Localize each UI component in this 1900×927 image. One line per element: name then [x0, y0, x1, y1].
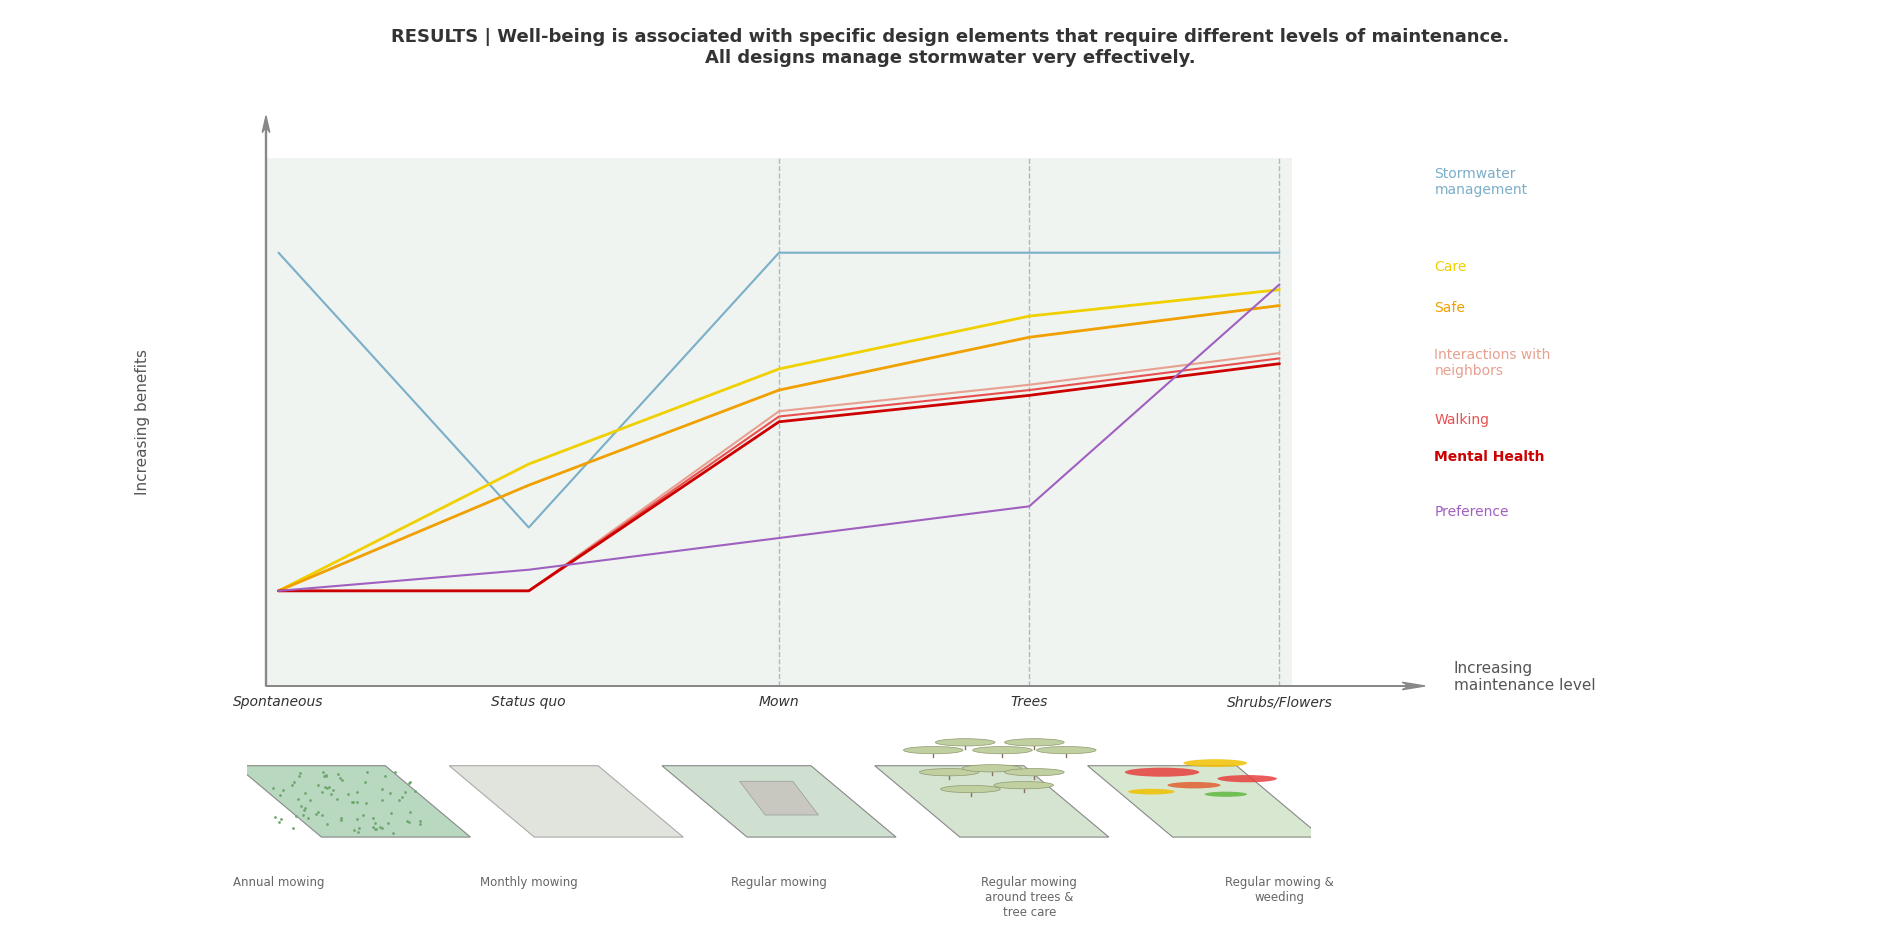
Polygon shape — [1087, 766, 1322, 837]
Circle shape — [935, 739, 996, 746]
Circle shape — [1129, 789, 1174, 794]
Circle shape — [994, 781, 1053, 789]
Text: Increasing benefits: Increasing benefits — [135, 349, 150, 495]
Polygon shape — [448, 766, 684, 837]
Text: Increasing
maintenance level: Increasing maintenance level — [1454, 661, 1596, 692]
Text: Regular mowing &
weeding: Regular mowing & weeding — [1226, 876, 1334, 904]
Circle shape — [1205, 792, 1246, 797]
Text: Shrubs/Flowers: Shrubs/Flowers — [1227, 695, 1332, 709]
Text: Monthly mowing: Monthly mowing — [481, 876, 578, 889]
Text: Interactions with
neighbors: Interactions with neighbors — [1434, 348, 1550, 378]
Circle shape — [1218, 775, 1277, 782]
Text: Annual mowing: Annual mowing — [234, 876, 325, 889]
Polygon shape — [661, 766, 897, 837]
Circle shape — [904, 746, 963, 754]
Circle shape — [1125, 768, 1199, 777]
Text: RESULTS | Well-being is associated with specific design elements that require di: RESULTS | Well-being is associated with … — [391, 28, 1509, 67]
Polygon shape — [236, 766, 471, 837]
Text: Regular mowing
around trees &
tree care: Regular mowing around trees & tree care — [980, 876, 1077, 919]
Polygon shape — [739, 781, 819, 815]
Text: Mental Health: Mental Health — [1434, 450, 1545, 464]
Circle shape — [1167, 782, 1220, 788]
Circle shape — [973, 746, 1032, 754]
Text: Care: Care — [1434, 260, 1467, 273]
Text: Status quo: Status quo — [492, 695, 566, 709]
Circle shape — [1184, 759, 1246, 767]
Text: Preference: Preference — [1434, 505, 1509, 519]
Text: Trees: Trees — [1011, 695, 1049, 709]
Circle shape — [961, 765, 1022, 772]
Polygon shape — [874, 766, 1110, 837]
Circle shape — [1005, 768, 1064, 776]
Circle shape — [1005, 739, 1064, 746]
Circle shape — [920, 768, 979, 776]
Text: Walking: Walking — [1434, 413, 1490, 426]
Text: Stormwater
management: Stormwater management — [1434, 167, 1528, 197]
Circle shape — [940, 785, 999, 793]
Circle shape — [1037, 746, 1096, 754]
Text: Mown: Mown — [758, 695, 800, 709]
Text: Spontaneous: Spontaneous — [234, 695, 323, 709]
Text: Safe: Safe — [1434, 301, 1465, 315]
Text: Regular mowing: Regular mowing — [732, 876, 826, 889]
